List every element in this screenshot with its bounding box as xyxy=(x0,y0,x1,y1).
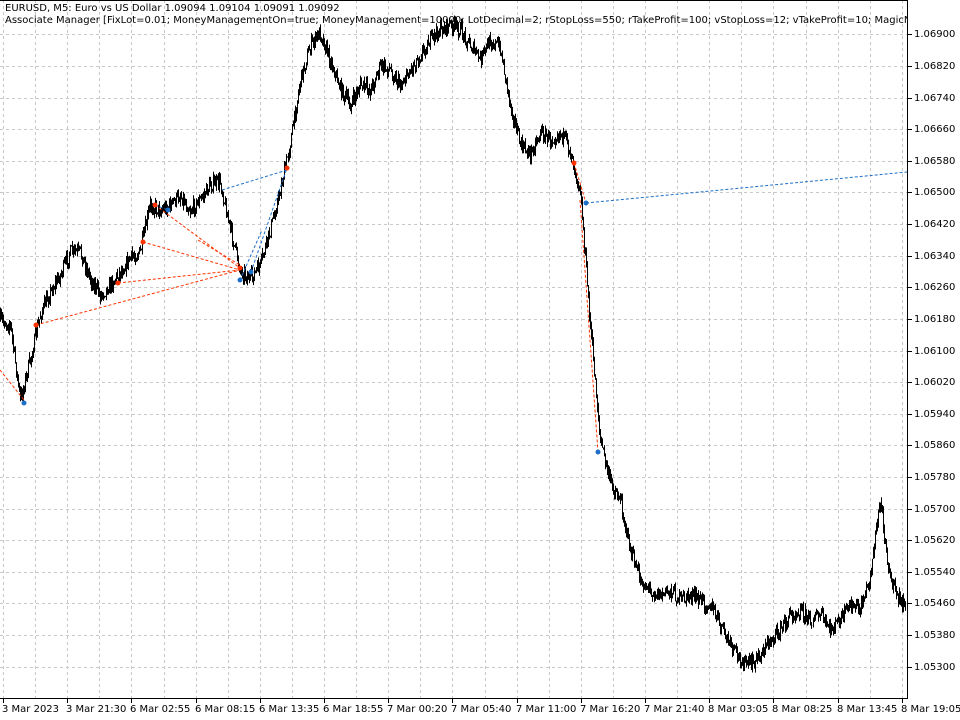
buy-marker xyxy=(237,277,243,283)
x-tick-label: 6 Mar 13:35 xyxy=(259,704,320,715)
trade-line xyxy=(154,204,241,269)
y-tick-label: 1.06580 xyxy=(914,155,956,167)
y-tick-label: 1.05700 xyxy=(914,503,956,515)
sell-marker xyxy=(115,280,121,286)
x-tick-label: 8 Mar 19:05 xyxy=(901,704,960,715)
buy-marker xyxy=(248,269,254,275)
y-tick-label: 1.05860 xyxy=(914,439,956,451)
trade-line xyxy=(573,162,587,204)
buy-marker xyxy=(21,400,27,406)
trade-line xyxy=(117,269,241,284)
axis-ticks xyxy=(3,34,912,703)
y-tick-label: 1.05620 xyxy=(914,534,956,546)
trade-line xyxy=(142,241,241,271)
x-tick-label: 6 Mar 08:15 xyxy=(195,704,256,715)
y-tick-label: 1.06660 xyxy=(914,123,956,135)
trade-lines xyxy=(0,160,908,455)
y-tick-label: 1.06420 xyxy=(914,218,956,230)
y-tick-label: 1.05460 xyxy=(914,597,956,609)
expert-advisor-params: Associate Manager [FixLot=0.01; MoneyMan… xyxy=(5,15,907,26)
sell-marker xyxy=(237,265,243,271)
buy-marker xyxy=(165,207,171,213)
symbol-header: EURUSD, M5: Euro vs US Dollar 1.09094 1.… xyxy=(5,3,340,14)
grid xyxy=(0,0,907,698)
y-tick-label: 1.06900 xyxy=(914,28,956,40)
price-series xyxy=(0,15,906,673)
x-tick-label: 6 Mar 02:55 xyxy=(130,704,191,715)
y-tick-label: 1.06340 xyxy=(914,250,956,262)
y-tick-label: 1.06740 xyxy=(914,92,956,104)
x-tick-label: 3 Mar 2023 xyxy=(2,704,60,715)
trade-line xyxy=(239,229,263,281)
y-tick-label: 1.05300 xyxy=(914,661,956,673)
buy-marker xyxy=(595,449,601,455)
buy-marker xyxy=(583,200,589,206)
y-tick-label: 1.06500 xyxy=(914,186,956,198)
x-tick-label: 7 Mar 16:20 xyxy=(580,704,641,715)
x-tick-label: 8 Mar 03:05 xyxy=(708,704,769,715)
sell-marker xyxy=(571,160,577,166)
x-tick-label: 6 Mar 18:55 xyxy=(323,704,384,715)
y-tick-label: 1.05540 xyxy=(914,566,956,578)
trade-line xyxy=(35,269,241,326)
sell-marker xyxy=(284,165,290,171)
sell-marker xyxy=(152,202,158,208)
trade-line xyxy=(250,167,288,273)
x-tick-label: 7 Mar 21:40 xyxy=(644,704,705,715)
trade-line xyxy=(0,369,25,401)
x-tick-label: 7 Mar 05:40 xyxy=(451,704,512,715)
trade-line xyxy=(221,169,288,191)
y-tick-label: 1.05780 xyxy=(914,471,956,483)
trade-line xyxy=(585,171,908,204)
sell-marker xyxy=(33,322,39,328)
sell-marker xyxy=(140,239,146,245)
y-tick-label: 1.05940 xyxy=(914,408,956,420)
x-tick-label: 7 Mar 11:00 xyxy=(516,704,577,715)
y-tick-label: 1.06260 xyxy=(914,281,956,293)
y-tick-label: 1.06180 xyxy=(914,313,956,325)
x-tick-label: 8 Mar 13:45 xyxy=(837,704,898,715)
y-tick-label: 1.06020 xyxy=(914,376,956,388)
y-tick-label: 1.06100 xyxy=(914,345,956,357)
x-tick-label: 7 Mar 00:20 xyxy=(387,704,448,715)
trade-line xyxy=(197,239,241,266)
x-tick-label: 8 Mar 08:25 xyxy=(772,704,833,715)
y-tick-label: 1.06820 xyxy=(914,60,956,72)
x-tick-label: 3 Mar 21:30 xyxy=(66,704,127,715)
y-tick-label: 1.05380 xyxy=(914,629,956,641)
trade-line xyxy=(579,199,599,453)
